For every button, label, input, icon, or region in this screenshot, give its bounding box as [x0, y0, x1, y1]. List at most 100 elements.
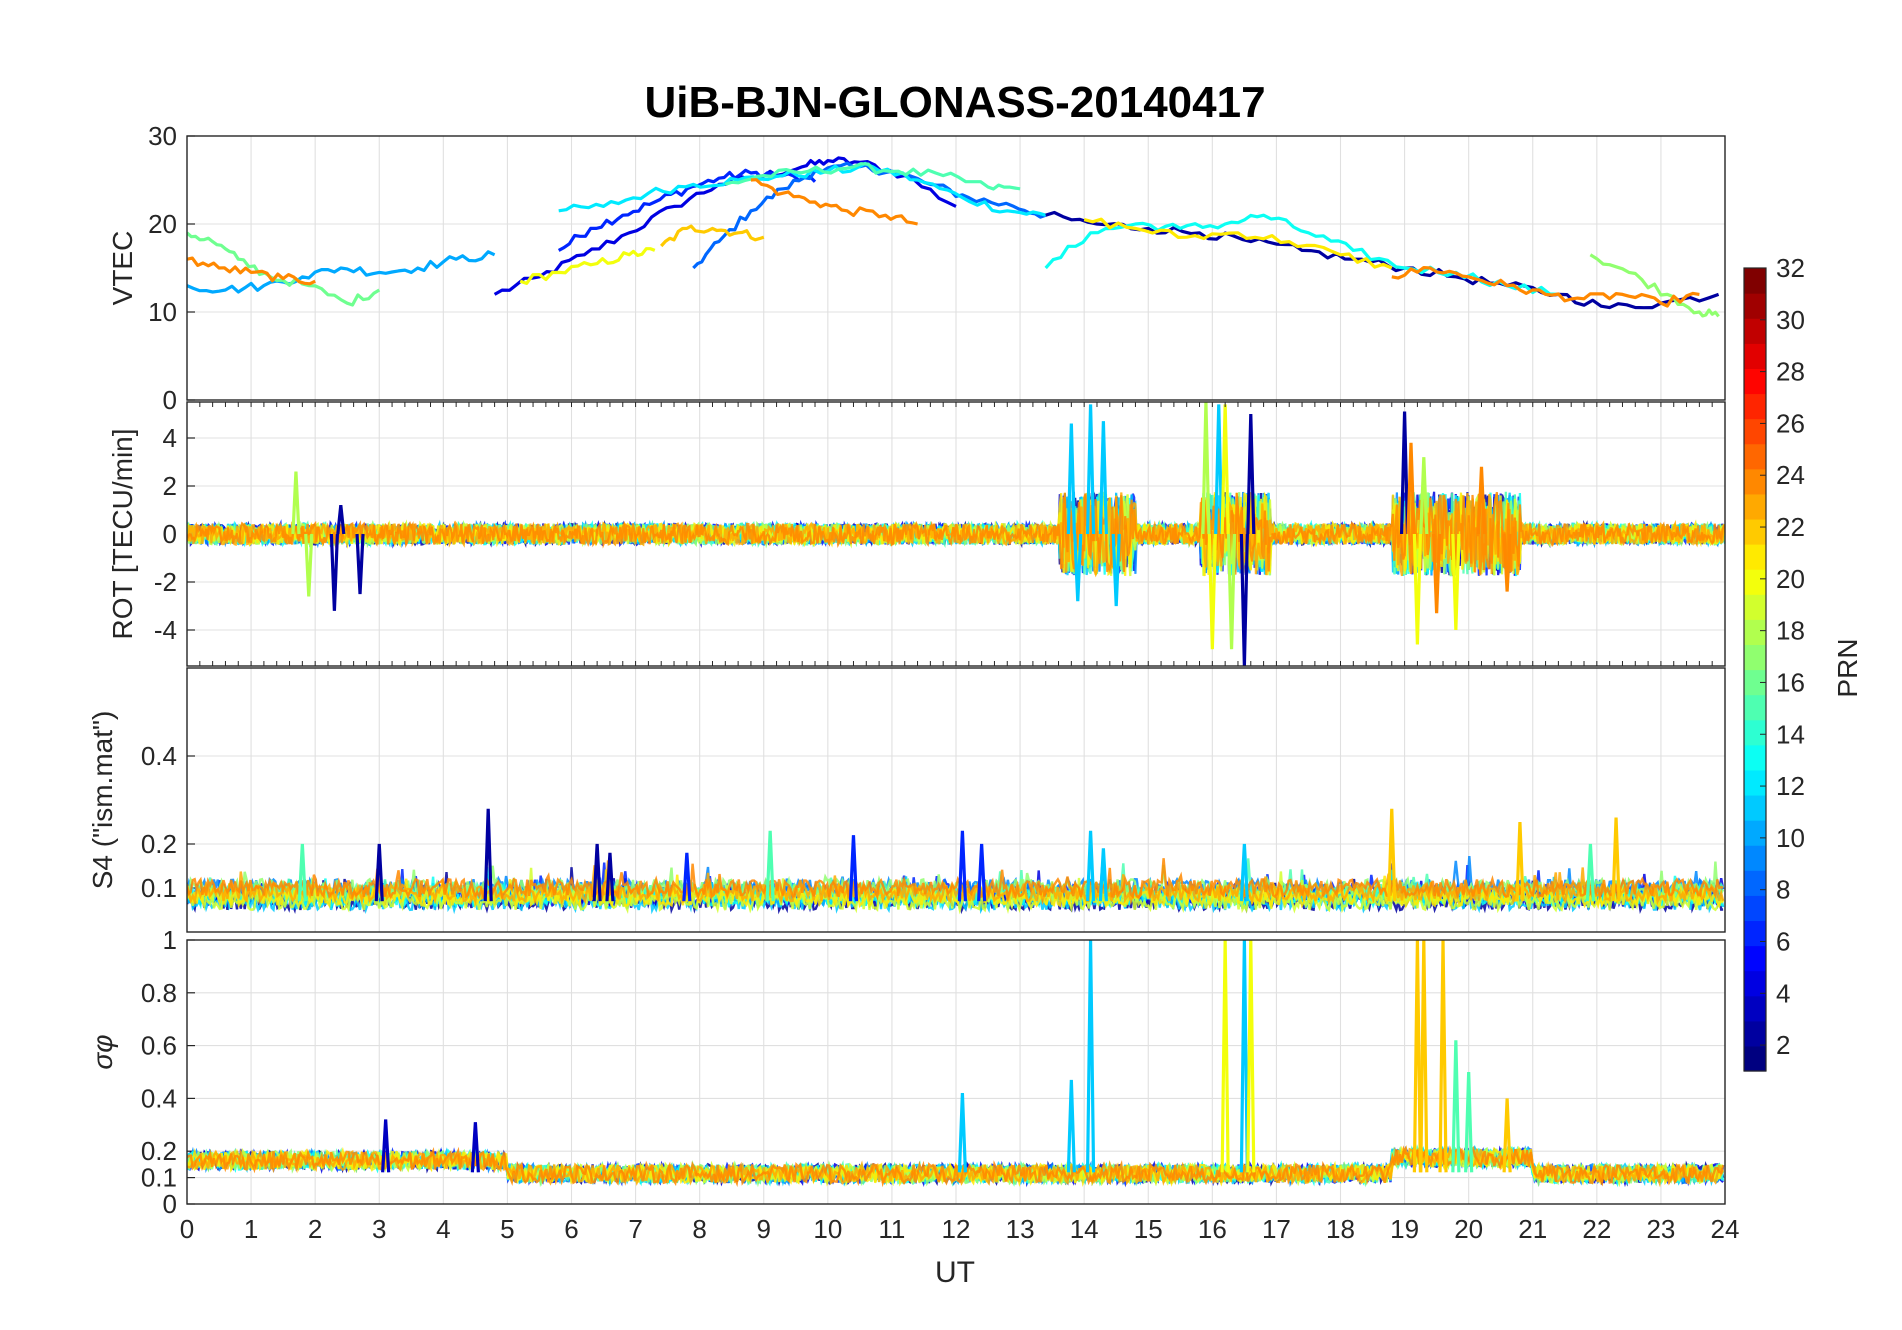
- x-tick-label: 11: [878, 1214, 905, 1244]
- y-axis-label: S4 ("ism.mat"): [87, 711, 118, 890]
- axis-box: [186, 939, 1726, 1205]
- colorbar-swatch: [1744, 970, 1766, 997]
- s4-trace: [187, 858, 1724, 902]
- spike-mark: [1239, 533, 1249, 666]
- x-axis-label: UT: [935, 1256, 975, 1289]
- spike-mark: [297, 843, 307, 902]
- vtec-series: [187, 250, 496, 294]
- spike-mark: [1246, 413, 1256, 535]
- colorbar-swatch: [1744, 820, 1766, 846]
- spike-mark: [304, 533, 314, 597]
- vtec-series: [1391, 266, 1700, 308]
- spike-mark: [470, 1122, 480, 1173]
- y-tick-label: 4: [163, 423, 177, 453]
- colorbar-swatch: [1744, 368, 1766, 395]
- vtec-series: [660, 224, 765, 248]
- y-tick-label: 0: [163, 519, 177, 549]
- colorbar-swatch: [1744, 669, 1766, 696]
- x-tick-label: 1: [244, 1214, 258, 1244]
- colorbar-tick-label: 10: [1776, 823, 1805, 853]
- vtec-series: [1083, 217, 1393, 270]
- colorbar-swatch: [1744, 945, 1766, 972]
- x-tick-label: 16: [1198, 1214, 1227, 1244]
- colorbar-tick-label: 30: [1776, 305, 1805, 335]
- vtec-series: [558, 161, 1047, 217]
- spike-mark: [1464, 1071, 1474, 1173]
- y-tick-label: 0.4: [141, 1083, 177, 1113]
- colorbar-tick-label: 4: [1776, 978, 1790, 1008]
- spike-mark: [1611, 817, 1621, 902]
- y-tick-label: -4: [154, 615, 177, 645]
- colorbar-swatch: [1744, 870, 1766, 896]
- spike-mark: [1451, 533, 1461, 631]
- x-tick-label: 12: [942, 1214, 971, 1244]
- x-tick-label: 14: [1070, 1214, 1099, 1244]
- traces: [187, 156, 1720, 318]
- spike-mark: [1214, 404, 1224, 535]
- spike-mark: [1412, 940, 1422, 1173]
- y-tick-label: -2: [154, 567, 177, 597]
- colorbar-swatch: [1744, 1045, 1766, 1072]
- spike-mark: [381, 1119, 391, 1173]
- colorbar-swatch: [1744, 569, 1766, 595]
- spike-mark: [1438, 940, 1448, 1173]
- spike-mark: [1098, 421, 1108, 535]
- y-tick-label: 0: [163, 1189, 177, 1219]
- colorbar-swatch: [1744, 644, 1766, 671]
- x-tick-label: 6: [564, 1214, 578, 1244]
- y-tick-label: 30: [148, 121, 177, 151]
- colorbar-swatch: [1744, 293, 1766, 319]
- panel-sigma: 00.10.2 0.4 0.6 0.8 1 σφ: [87, 925, 1726, 1219]
- y-tick-label: 2: [163, 471, 177, 501]
- colorbar-swatch: [1744, 518, 1766, 545]
- spike-mark: [1085, 404, 1096, 535]
- x-tick-label: 17: [1262, 1214, 1291, 1244]
- x-tick-label: 7: [628, 1214, 642, 1244]
- colorbar-tick-label: 26: [1776, 408, 1805, 438]
- y-tick-label: 0: [163, 385, 177, 415]
- colorbar-frame: [1743, 267, 1767, 1072]
- y-tick-label: 0.8: [141, 978, 177, 1008]
- colorbar-swatch: [1744, 493, 1766, 520]
- colorbar-swatch: [1744, 619, 1766, 646]
- traces: [187, 940, 1725, 1188]
- y-tick-label: 0.6: [141, 1031, 177, 1061]
- colorbar-swatch: [1744, 443, 1766, 470]
- y-tick-label: 0.1: [141, 1163, 177, 1193]
- colorbar-swatch: [1744, 845, 1766, 871]
- panel-rot: 4 2 0 -2 -4 ROT [TECU/min]: [107, 401, 1726, 667]
- colorbar-swatch: [1744, 995, 1766, 1022]
- x-tick-label: 23: [1646, 1214, 1675, 1244]
- x-tick-label: 5: [500, 1214, 514, 1244]
- rot-trace: [187, 491, 1725, 576]
- spike-mark: [1451, 1040, 1461, 1173]
- colorbar-swatch: [1744, 744, 1766, 771]
- spike-mark: [355, 533, 365, 595]
- y-axis-label: σφ: [87, 1034, 118, 1069]
- spike-mark: [605, 852, 615, 902]
- y-axis-label: VTEC: [107, 231, 138, 306]
- x-tick-label: 20: [1454, 1214, 1483, 1244]
- colorbar-swatch: [1744, 268, 1766, 294]
- x-tick-label: 13: [1006, 1214, 1035, 1244]
- vtec-series: [1589, 253, 1720, 318]
- spike-mark: [1502, 1098, 1512, 1173]
- colorbar-tick-label: 14: [1776, 719, 1805, 749]
- spike-mark: [977, 843, 987, 902]
- colorbar-tick-label: 12: [1776, 771, 1805, 801]
- x-tick-label: 18: [1326, 1214, 1355, 1244]
- colorbar-tick-label: 24: [1776, 460, 1805, 490]
- spike-mark: [1111, 533, 1121, 607]
- spike-mark: [1585, 843, 1596, 902]
- vtec-series: [724, 162, 1021, 191]
- axis-box: [186, 667, 1726, 933]
- colorbar-swatch: [1744, 393, 1766, 420]
- spike-mark: [957, 1093, 968, 1173]
- spike-mark: [957, 830, 968, 902]
- colorbar-tick-label: 16: [1776, 667, 1805, 697]
- spike-mark: [1502, 533, 1512, 592]
- x-tick-label: 0: [180, 1214, 194, 1244]
- x-tick-labels: 0 1 2 3 4 5 6 7 8 9 10 11 12 13 14 15 16 17 18 19 20 21 22 23 24: [180, 1214, 1740, 1244]
- spike-mark: [1066, 1079, 1076, 1173]
